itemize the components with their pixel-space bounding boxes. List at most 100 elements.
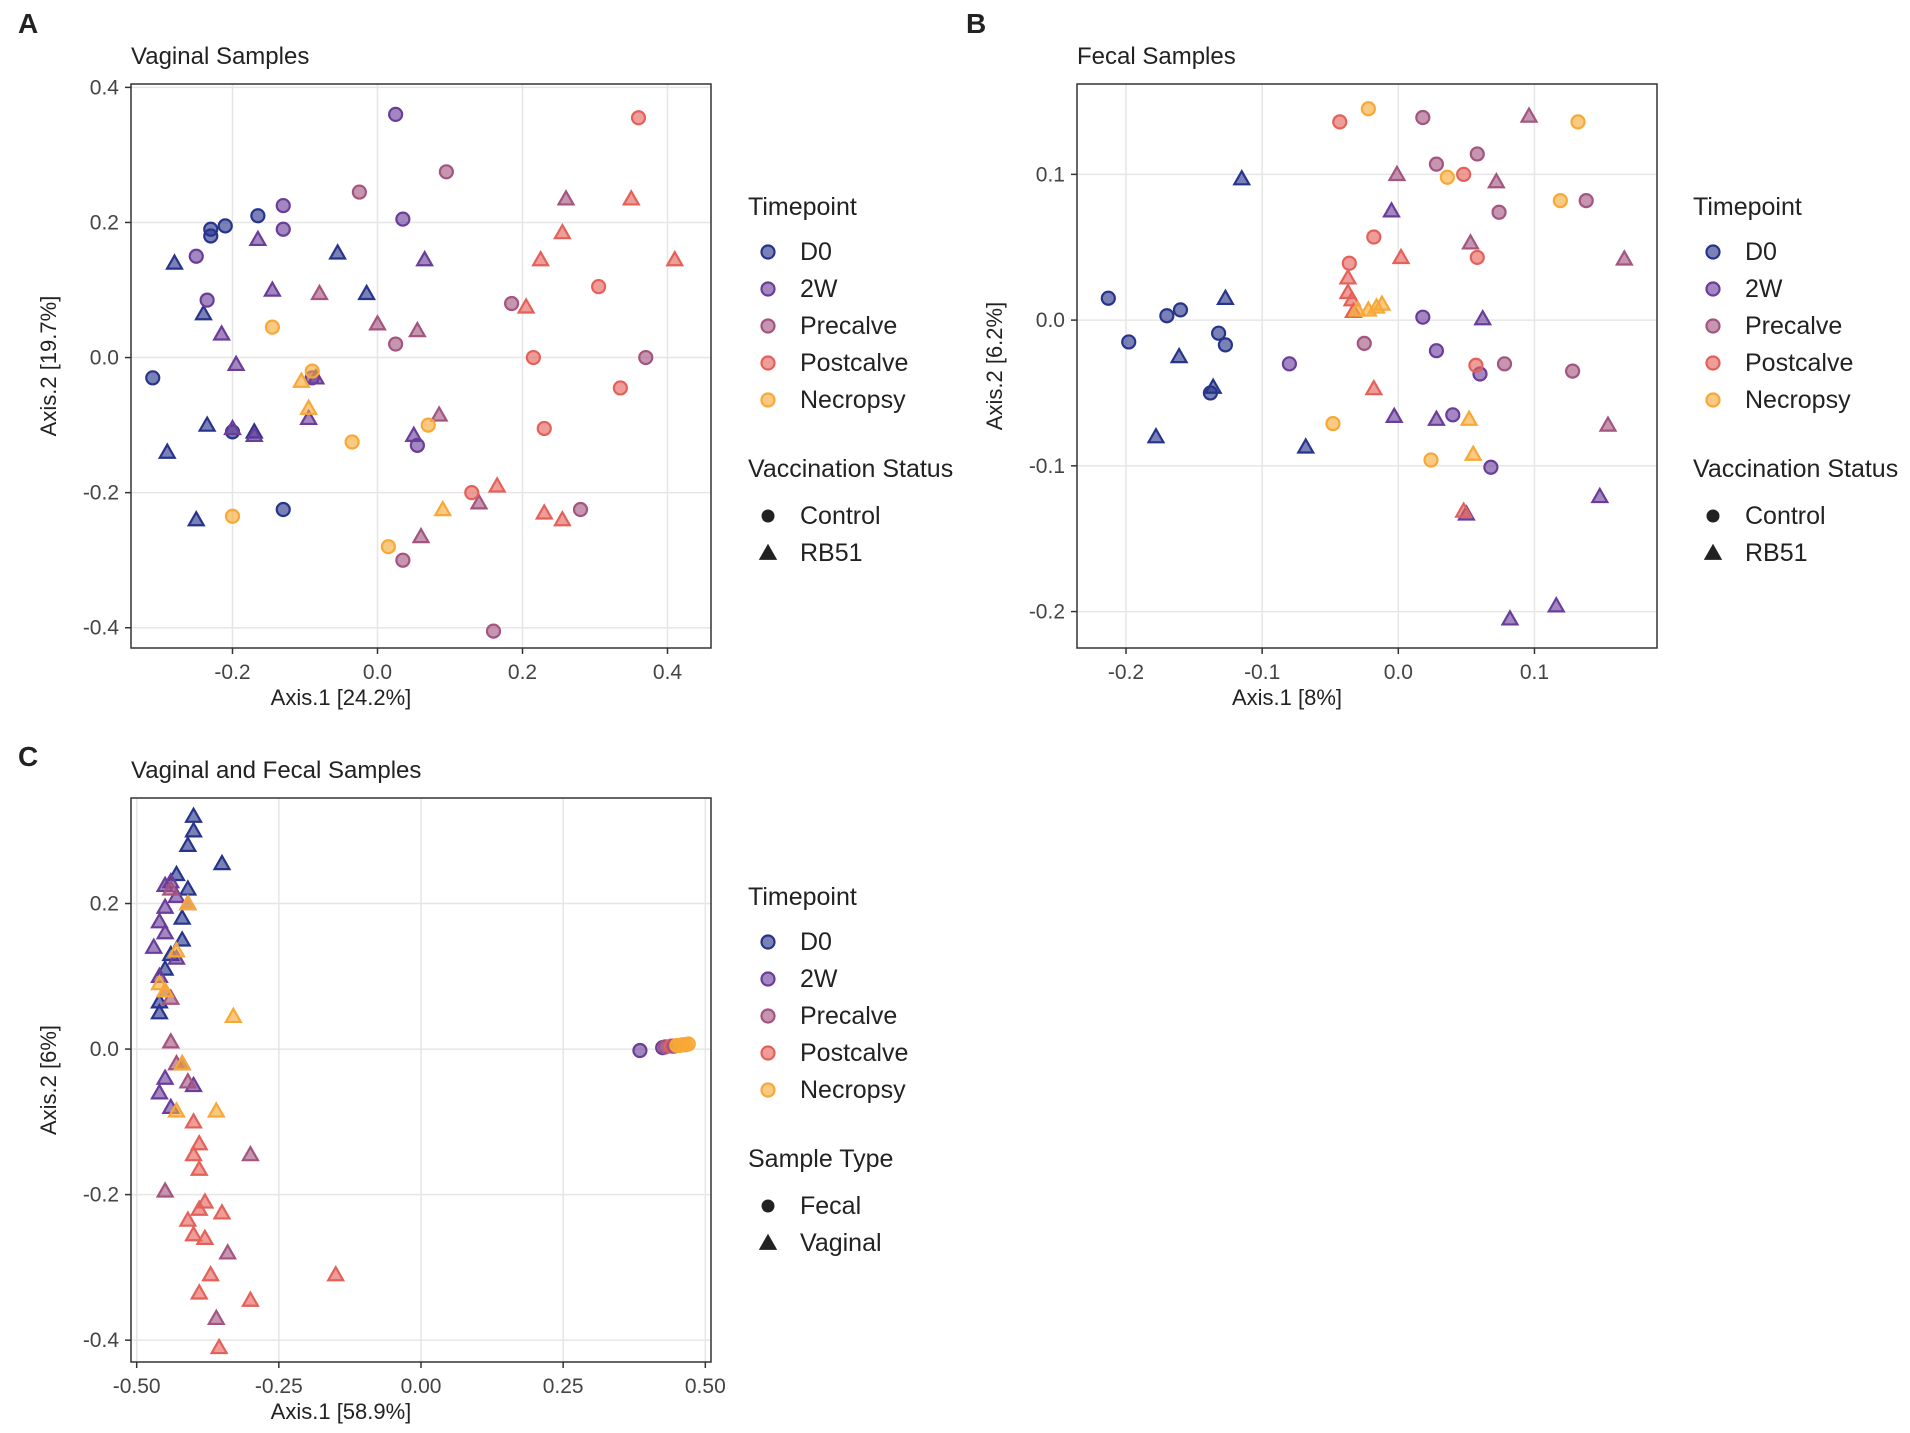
legend-key: [760, 1045, 776, 1061]
data-point: [632, 1042, 648, 1059]
legend-key: [1705, 318, 1721, 334]
data-point: [420, 417, 436, 433]
data-point: [275, 221, 291, 237]
data-point: [1552, 192, 1568, 209]
data-point: [438, 164, 454, 180]
data-point: [525, 349, 541, 366]
data-point: [415, 249, 434, 267]
y-tick-label: -0.4: [83, 617, 120, 640]
data-point: [408, 320, 427, 338]
chart-title: Vaginal and Fecal Samples: [131, 757, 421, 784]
data-point: [241, 1290, 260, 1307]
data-point: [1364, 378, 1384, 396]
legend-key: [758, 1233, 778, 1250]
legend-item: 2W: [800, 275, 838, 303]
data-point: [275, 501, 291, 518]
legend-title: Vaccination Status: [1693, 455, 1898, 483]
data-point: [388, 106, 404, 122]
data-point: [150, 912, 169, 929]
data-point: [145, 370, 161, 386]
x-axis-label: Axis.1 [24.2%]: [271, 685, 412, 710]
data-point: [1570, 114, 1586, 130]
data-point: [184, 821, 203, 838]
chart-title: Fecal Samples: [1077, 43, 1236, 70]
data-point: [1281, 356, 1297, 372]
legend-item: Precalve: [800, 312, 897, 340]
data-point: [275, 197, 291, 214]
legend-item: D0: [800, 928, 832, 956]
legend-key: [1705, 281, 1721, 297]
legend-title: Timepoint: [1693, 193, 1802, 221]
data-point: [155, 1068, 175, 1085]
data-point: [178, 1072, 198, 1089]
data-point: [1473, 308, 1493, 326]
data-point: [206, 1101, 226, 1118]
x-tick-label: 0.50: [685, 1375, 726, 1398]
legend-item: Fecal: [800, 1192, 861, 1220]
legend-item: Vaginal: [800, 1229, 882, 1257]
data-point: [556, 189, 576, 206]
data-point: [487, 476, 507, 493]
data-point: [395, 552, 411, 568]
data-point: [1360, 101, 1376, 117]
data-point: [195, 1228, 215, 1245]
legend-key: [1706, 509, 1720, 523]
legend-key: [761, 1199, 775, 1213]
data-point: [328, 243, 347, 260]
data-point: [1172, 302, 1189, 318]
data-point: [534, 503, 554, 520]
data-point: [429, 405, 449, 422]
plot-area: [1077, 84, 1657, 648]
legend-key: [760, 392, 776, 408]
data-point: [263, 280, 282, 297]
legend-item: Necropsy: [800, 1076, 906, 1104]
data-point: [1146, 426, 1166, 444]
data-point: [1427, 409, 1446, 426]
legend-item: Necropsy: [800, 386, 906, 414]
y-tick-label: -0.2: [83, 1184, 119, 1207]
data-point: [1578, 192, 1594, 209]
data-point: [157, 442, 177, 459]
data-point: [310, 283, 329, 301]
data-point: [212, 853, 232, 871]
legend-title: Sample Type: [748, 1145, 893, 1173]
data-point: [184, 1144, 203, 1162]
data-point: [680, 1036, 696, 1052]
data-point: [223, 418, 242, 436]
data-point: [357, 283, 376, 301]
data-point: [638, 349, 654, 366]
data-point: [223, 1006, 243, 1024]
data-point: [161, 879, 181, 896]
data-point: [1469, 249, 1485, 266]
data-point: [411, 526, 431, 544]
data-point: [368, 314, 387, 331]
data-point: [189, 1283, 209, 1300]
legend-title: Vaccination Status: [748, 455, 953, 483]
data-point: [351, 184, 367, 200]
data-point: [1341, 255, 1357, 271]
legend-item: Postcalve: [800, 349, 908, 377]
data-point: [630, 110, 647, 126]
data-point: [553, 222, 572, 240]
data-point: [395, 211, 411, 227]
data-point: [178, 835, 198, 853]
legend-item: D0: [1745, 238, 1777, 266]
data-point: [1546, 596, 1566, 613]
data-point: [248, 229, 268, 247]
plot-area: [131, 84, 711, 648]
y-tick-label: 0.1: [1036, 163, 1065, 186]
legend-key: [761, 509, 775, 523]
data-point: [1439, 169, 1455, 185]
y-axis-label: Axis.2 [6.2%]: [982, 302, 1007, 430]
data-point: [326, 1264, 346, 1282]
data-point: [161, 1032, 181, 1049]
data-point: [144, 937, 164, 954]
data-point: [1423, 452, 1439, 468]
data-point: [292, 371, 311, 388]
data-point: [218, 1243, 238, 1260]
data-point: [572, 501, 589, 518]
y-tick-label: 0.4: [90, 76, 120, 99]
x-tick-label: -0.1: [1244, 661, 1280, 684]
y-tick-label: -0.2: [1029, 601, 1065, 624]
legend-key: [760, 971, 776, 987]
